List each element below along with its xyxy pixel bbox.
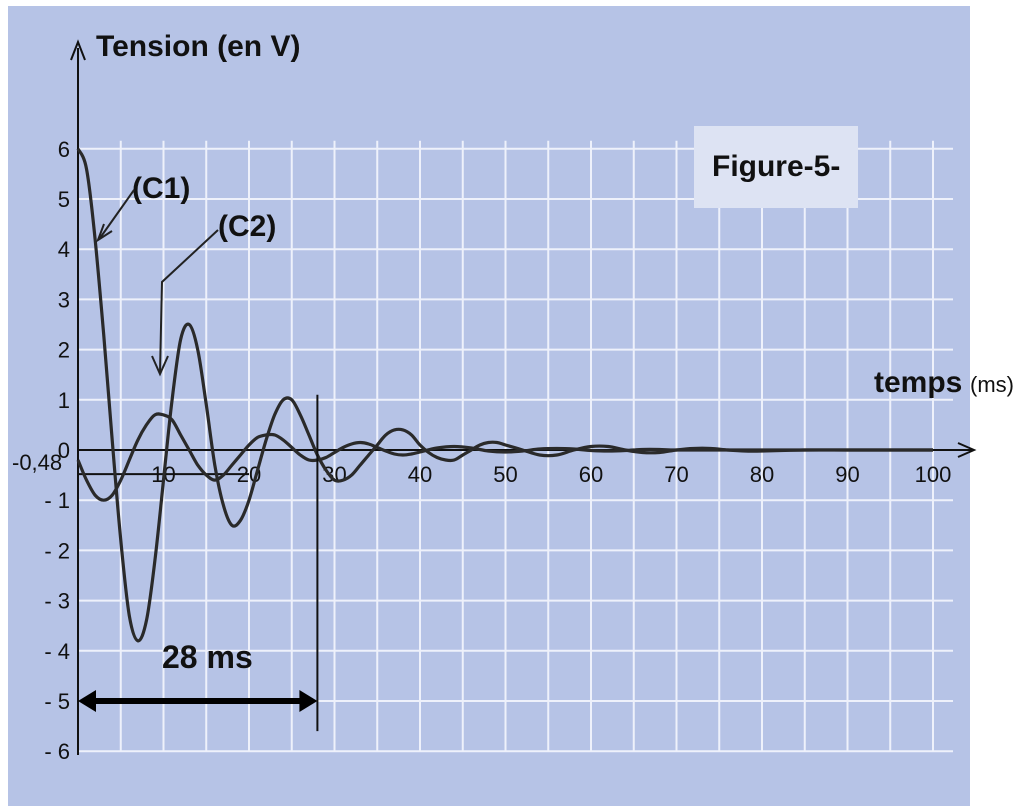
y-axis-arrow bbox=[70, 39, 86, 61]
y-tick-labels: 6 5 4 3 2 1 0 - 1 - 2 - 3 - 4 - 5 - 6 bbox=[44, 137, 70, 764]
series-c2-pointer-head bbox=[151, 355, 169, 377]
y-tick-label: 5 bbox=[58, 187, 70, 212]
x-tick-label: 100 bbox=[915, 462, 952, 487]
period-arrow-left bbox=[78, 690, 96, 712]
x-tick-label: 40 bbox=[408, 462, 432, 487]
y-tick-label: 6 bbox=[58, 137, 70, 162]
series-c2-label: (C2) bbox=[218, 210, 276, 243]
y-tick-label: 3 bbox=[58, 287, 70, 312]
x-axis-arrow bbox=[957, 442, 977, 458]
y-tick-label: - 6 bbox=[44, 739, 70, 764]
y-axis-label: Tension (en V) bbox=[96, 30, 300, 63]
series-c2-line bbox=[76, 412, 933, 502]
y-tick-label: - 4 bbox=[44, 639, 70, 664]
y-tick-label: 4 bbox=[58, 237, 70, 262]
x-tick-label: 80 bbox=[750, 462, 774, 487]
period-arrow-right bbox=[299, 690, 318, 712]
period-label: 28 ms bbox=[162, 639, 253, 675]
y-tick-label: - 5 bbox=[44, 689, 70, 714]
series-c1-label: (C1) bbox=[132, 172, 190, 205]
y-tick-label: - 3 bbox=[44, 589, 70, 614]
x-tick-label: 60 bbox=[579, 462, 603, 487]
chart-title: Figure-5- bbox=[712, 150, 840, 183]
x-axis-label: temps bbox=[874, 366, 962, 399]
series-c1-pointer-head bbox=[96, 223, 113, 243]
x-axis-unit: (ms) bbox=[970, 372, 1014, 397]
y-tick-label: - 1 bbox=[44, 488, 70, 513]
y-tick-label: 0 bbox=[58, 438, 70, 463]
series-c1-pointer bbox=[99, 189, 135, 239]
x-tick-label: 30 bbox=[322, 462, 346, 487]
y-tick-label: 2 bbox=[58, 338, 70, 363]
reference-level-label: -0,48 bbox=[12, 450, 62, 475]
x-tick-label: 70 bbox=[664, 462, 688, 487]
chart-title-box bbox=[694, 126, 858, 208]
y-tick-label: - 2 bbox=[44, 538, 70, 563]
series-c2-pointer bbox=[159, 229, 219, 373]
y-tick-label: 1 bbox=[58, 388, 70, 413]
x-tick-label: 50 bbox=[493, 462, 517, 487]
x-tick-label: 90 bbox=[835, 462, 859, 487]
